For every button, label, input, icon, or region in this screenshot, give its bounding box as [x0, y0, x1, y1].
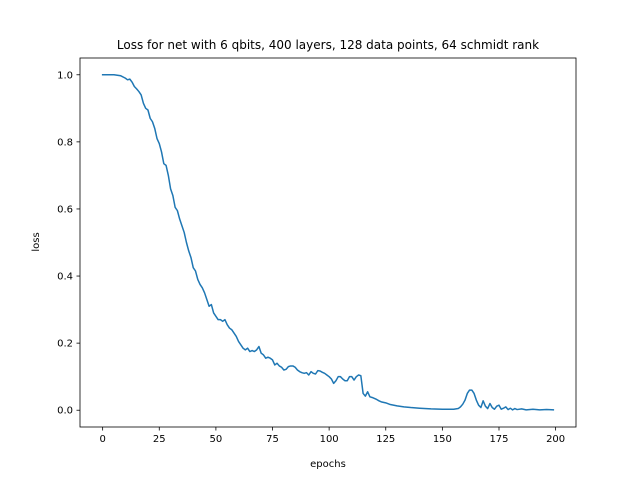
x-tick-label: 100 — [320, 434, 339, 445]
y-tick-label: 0.6 — [57, 204, 73, 215]
y-tick-label: 0.4 — [57, 272, 73, 283]
x-tick-label: 125 — [376, 434, 395, 445]
x-tick-label: 175 — [489, 434, 508, 445]
x-tick-label: 0 — [99, 434, 105, 445]
y-axis-label: loss — [31, 232, 42, 251]
x-axis-label: epochs — [310, 459, 346, 470]
chart-title: Loss for net with 6 qbits, 400 layers, 1… — [117, 38, 539, 52]
axis-ticks: 0 25 50 75 100 125 150 175 200 0.0 0.2 0.4 0.6 0.8 1.0 — [57, 70, 565, 445]
x-tick-label: 75 — [266, 434, 279, 445]
x-tick-label: 200 — [546, 434, 565, 445]
x-tick-label: 25 — [153, 434, 166, 445]
x-tick-label: 150 — [433, 434, 452, 445]
y-tick-label: 0.0 — [57, 406, 73, 417]
y-tick-label: 0.2 — [57, 339, 73, 350]
axes-frame — [79, 57, 577, 428]
plot-area — [80, 58, 576, 427]
y-tick-label: 0.8 — [57, 137, 73, 148]
loss-series-line — [101, 74, 555, 411]
x-tick-label: 50 — [210, 434, 223, 445]
y-tick-label: 1.0 — [57, 70, 73, 81]
